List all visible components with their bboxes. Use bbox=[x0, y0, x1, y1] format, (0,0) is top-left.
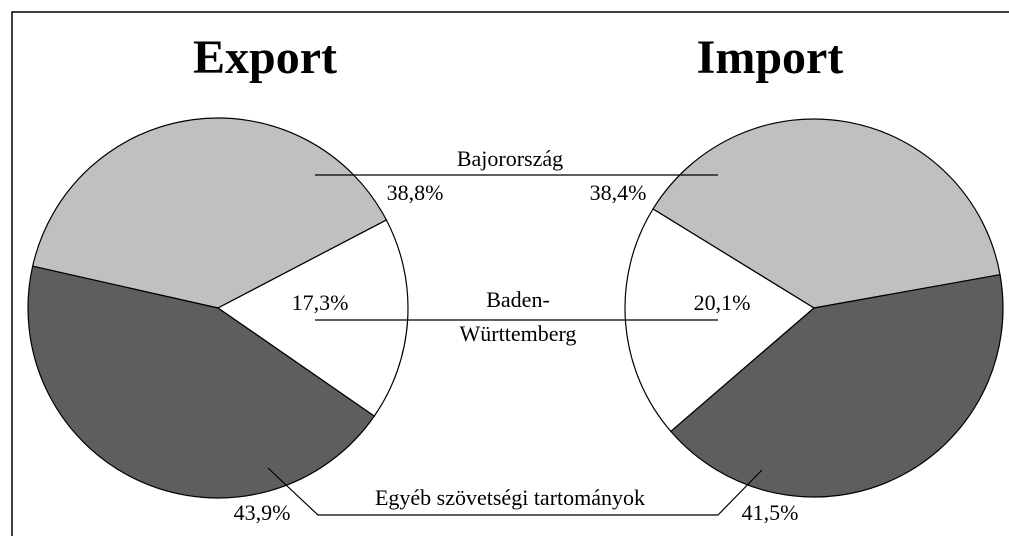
chart-title: Import bbox=[697, 31, 844, 84]
data-label: 17,3% bbox=[292, 290, 349, 315]
leader-line bbox=[267, 467, 763, 516]
data-label: 41,5% bbox=[742, 500, 799, 525]
pie-slice bbox=[669, 273, 1004, 498]
data-label: 38,4% bbox=[590, 180, 647, 205]
category-label: Egyéb szövetségi tartományok bbox=[375, 485, 645, 510]
pie-slice bbox=[31, 117, 388, 309]
data-label: 20,1% bbox=[694, 290, 751, 315]
label-bg bbox=[330, 486, 690, 514]
frame bbox=[11, 11, 1009, 536]
category-label: Bajorország bbox=[457, 146, 563, 171]
category-label: Baden-Württemberg bbox=[460, 287, 577, 346]
pie-slice bbox=[624, 208, 816, 433]
data-label: 43,9% bbox=[234, 500, 291, 525]
pie-slice bbox=[27, 265, 376, 499]
pie-slice bbox=[652, 118, 1001, 309]
data-label: 38,8% bbox=[387, 180, 444, 205]
chart-title: Export bbox=[193, 31, 337, 84]
